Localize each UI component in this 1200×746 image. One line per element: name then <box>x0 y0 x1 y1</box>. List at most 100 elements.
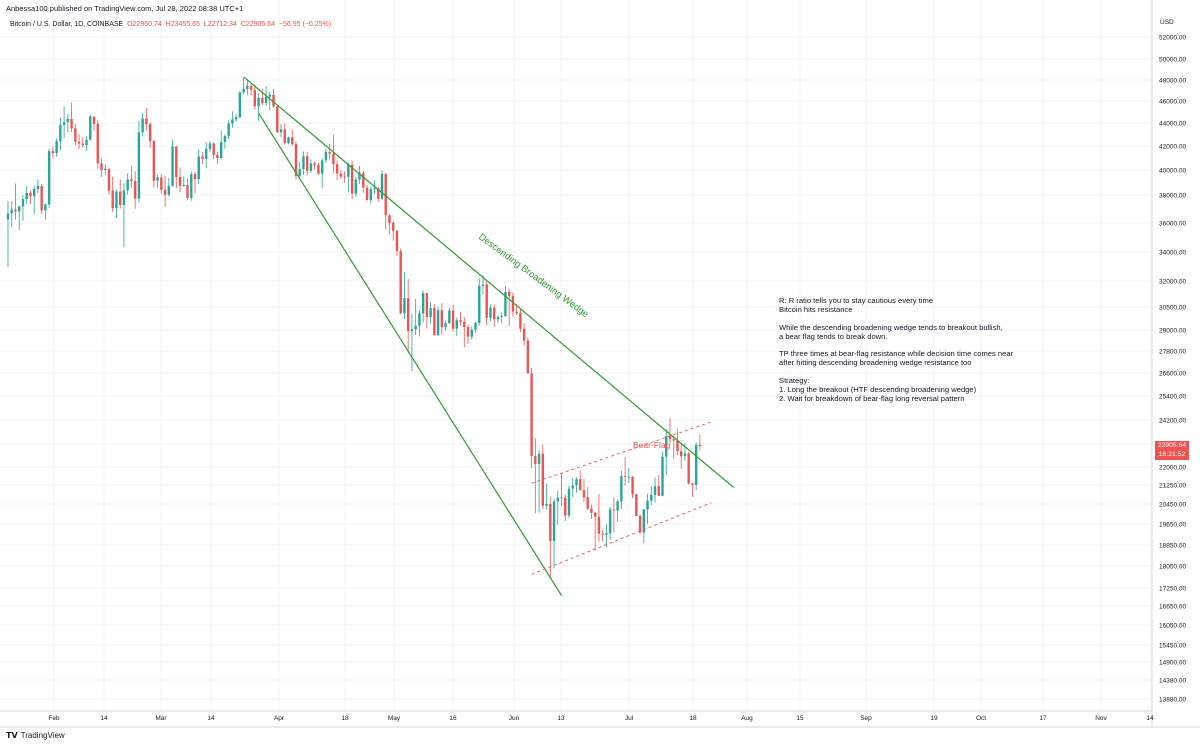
price-tick-label: 36000.00 <box>1159 220 1186 227</box>
candle <box>582 478 586 503</box>
candle-body <box>541 453 545 506</box>
note-line: 1. Long the breakout (HTF descending bro… <box>779 385 977 395</box>
candle <box>680 444 683 469</box>
candle-body <box>605 533 608 535</box>
candle <box>328 143 331 160</box>
candle <box>96 120 99 169</box>
candle-body <box>582 490 586 498</box>
price-tick-label: 24200.00 <box>1159 417 1186 424</box>
price-tick-label: 44000.00 <box>1159 120 1186 127</box>
candle-body <box>530 373 533 456</box>
candle <box>455 317 458 337</box>
time-tick-label: 14 <box>100 715 108 722</box>
candle-body <box>500 316 503 317</box>
price-tick-label: 52000.00 <box>1159 34 1186 41</box>
candle <box>612 497 616 533</box>
time-tick-label: Jun <box>509 715 520 722</box>
candle-body <box>291 137 294 145</box>
candle <box>665 429 668 475</box>
candle-body <box>62 122 66 125</box>
candle <box>653 477 657 503</box>
candle <box>163 175 167 207</box>
candle <box>234 114 238 122</box>
candle-body <box>616 501 619 511</box>
time-tick-label: Feb <box>48 715 60 722</box>
candle-body <box>306 156 309 171</box>
candle-body <box>137 132 141 199</box>
candle <box>571 477 574 498</box>
candle <box>489 304 492 321</box>
time-tick-label: 16 <box>449 715 457 722</box>
time-tick-label: Jul <box>625 715 634 722</box>
candle-body <box>642 509 645 533</box>
candle-body <box>388 215 391 223</box>
candle-body <box>410 329 414 332</box>
candle-body <box>474 322 477 330</box>
price-tick-label: 30500.00 <box>1159 304 1186 311</box>
candle-body <box>414 325 417 330</box>
candle <box>466 324 470 344</box>
candle-body <box>339 173 343 177</box>
candle <box>597 493 601 542</box>
candle <box>672 435 675 459</box>
candle-body <box>328 152 331 154</box>
time-tick-label: 18 <box>689 715 697 722</box>
candle-body <box>320 160 324 174</box>
candle <box>545 483 548 510</box>
candle-body <box>298 169 301 176</box>
candle-body <box>268 94 271 97</box>
wedge-line[interactable] <box>243 76 734 488</box>
candle-body <box>350 164 354 194</box>
candle <box>522 323 526 346</box>
price-tick-label: 14900.00 <box>1159 659 1186 666</box>
candle <box>586 486 589 510</box>
candle <box>403 272 406 319</box>
candle-body <box>81 143 84 146</box>
candle-body <box>223 135 227 142</box>
candle-body <box>238 92 242 118</box>
candle <box>627 467 631 484</box>
price-tick-label: 25400.00 <box>1159 393 1186 400</box>
bear-flag-line[interactable] <box>531 421 712 484</box>
candlestick-series <box>6 78 702 579</box>
candle <box>451 304 455 332</box>
time-axis: Feb 14 Mar 14 Apr 18 May 16 Jun 13 Jul 18 Aug 15 Sep 19… <box>48 715 1154 722</box>
candle-body <box>253 89 257 107</box>
candle-body <box>272 94 275 107</box>
candle <box>560 473 563 506</box>
candle <box>171 139 174 187</box>
candle-body <box>392 222 395 231</box>
candle-body <box>104 168 107 170</box>
candle <box>145 107 148 131</box>
candle-body <box>261 98 264 103</box>
candle-body <box>175 146 178 177</box>
candle-body <box>227 123 230 136</box>
candle <box>552 498 556 569</box>
price-tick-label: 21250.00 <box>1159 482 1186 489</box>
candle <box>388 214 391 234</box>
candle-body <box>466 327 470 337</box>
candle <box>130 166 133 188</box>
candle-body <box>455 320 458 329</box>
candle <box>40 184 43 215</box>
candle-body <box>369 189 372 201</box>
candle-body <box>283 129 286 144</box>
candle-body <box>160 177 163 190</box>
candle-body <box>433 308 436 336</box>
candle-body <box>545 504 548 506</box>
tradingview-footer[interactable]: 𝗧𝗩 TradingView <box>6 731 65 740</box>
candle <box>253 84 257 110</box>
candle <box>6 201 10 268</box>
candle-body <box>313 163 316 166</box>
price-tick-label: 18850.00 <box>1159 542 1186 549</box>
candle-body <box>377 188 380 199</box>
candle-body <box>55 141 58 154</box>
time-tick-label: 13 <box>557 715 565 722</box>
time-tick-label: Oct <box>976 715 986 722</box>
bear-flag-line[interactable] <box>531 502 712 575</box>
candle-body <box>186 184 189 198</box>
candle <box>186 178 189 201</box>
wedge-line[interactable] <box>258 112 563 596</box>
candle <box>167 177 171 197</box>
